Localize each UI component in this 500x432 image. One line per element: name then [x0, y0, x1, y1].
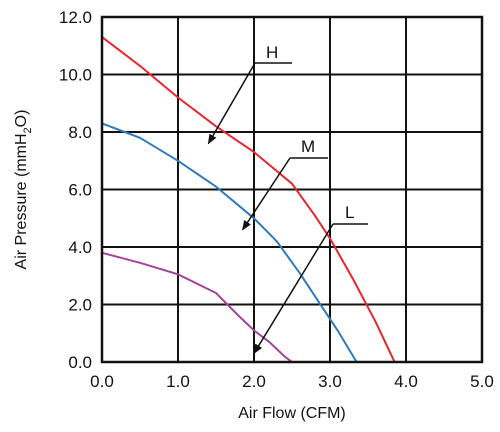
x-axis-label: Air Flow (CFM) — [238, 405, 346, 422]
curve-h — [101, 36, 396, 363]
callout-arrow-h — [207, 62, 256, 145]
grid — [102, 17, 482, 362]
callout-label-h: H — [266, 43, 278, 62]
curve-callouts: H M L — [207, 43, 368, 355]
x-tick-label: 2.0 — [242, 372, 266, 391]
callout-arrow-m — [241, 157, 291, 231]
callout-label-l: L — [345, 203, 354, 222]
y-tick-label: 12.0 — [59, 8, 92, 27]
tick-labels: 0.0 1.0 2.0 3.0 4.0 5.0 0.0 2.0 4.0 6.0 8.0 10.0 12.… — [59, 8, 494, 391]
x-tick-label: 0.0 — [90, 372, 114, 391]
x-tick-label: 3.0 — [318, 372, 342, 391]
y-tick-label: 10.0 — [59, 66, 92, 85]
plot-frame — [100, 15, 484, 364]
y-tick-label: 8.0 — [68, 123, 92, 142]
performance-curves — [101, 36, 396, 363]
x-tick-label: 1.0 — [166, 372, 190, 391]
y-tick-label: 2.0 — [68, 296, 92, 315]
y-tick-label: 0.0 — [68, 353, 92, 372]
callout-arrow-l — [253, 223, 334, 355]
y-axis-label: Air Pressure (mmH2O) — [13, 110, 34, 270]
curve-m — [101, 122, 358, 363]
curve-l — [101, 251, 293, 363]
y-tick-label: 6.0 — [68, 181, 92, 200]
x-tick-label: 5.0 — [470, 372, 494, 391]
y-tick-label: 4.0 — [68, 238, 92, 257]
x-tick-label: 4.0 — [394, 372, 418, 391]
callout-label-m: M — [301, 137, 315, 156]
